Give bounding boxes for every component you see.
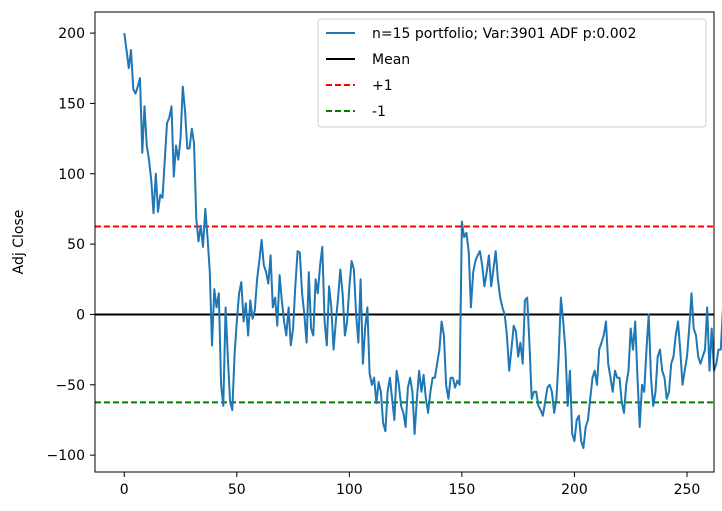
series-line-portfolio	[123, 32, 722, 450]
x-axis: 0 50 100 150 200 250	[120, 472, 701, 498]
x-tick-label: 50	[228, 482, 246, 498]
y-axis-label: Adj Close	[11, 210, 27, 275]
x-tick-label: 0	[120, 482, 129, 498]
x-tick-label: 150	[449, 482, 476, 498]
x-tick-label: 200	[561, 482, 588, 498]
legend-label-mean: Mean	[372, 52, 410, 68]
legend: n=15 portfolio; Var:3901 ADF p:0.002 Mea…	[317, 18, 707, 128]
legend-box	[317, 18, 707, 128]
y-tick-label: 0	[76, 307, 85, 323]
y-tick-label: 200	[58, 26, 85, 42]
y-tick-label: 50	[67, 237, 85, 253]
y-tick-label: −50	[55, 378, 85, 394]
reference-lines	[95, 225, 714, 404]
legend-label-plus1: +1	[372, 78, 393, 94]
x-tick-label: 250	[674, 482, 701, 498]
y-tick-label: −100	[47, 448, 85, 464]
legend-label-minus1: -1	[372, 104, 386, 120]
y-tick-label: 100	[58, 167, 85, 183]
legend-label-portfolio: n=15 portfolio; Var:3901 ADF p:0.002	[372, 26, 637, 42]
y-axis: −100 −50 0 50 100 150 200	[47, 26, 95, 464]
y-tick-label: 150	[58, 96, 85, 112]
plot-frame	[94, 11, 715, 473]
x-tick-label: 100	[336, 482, 363, 498]
